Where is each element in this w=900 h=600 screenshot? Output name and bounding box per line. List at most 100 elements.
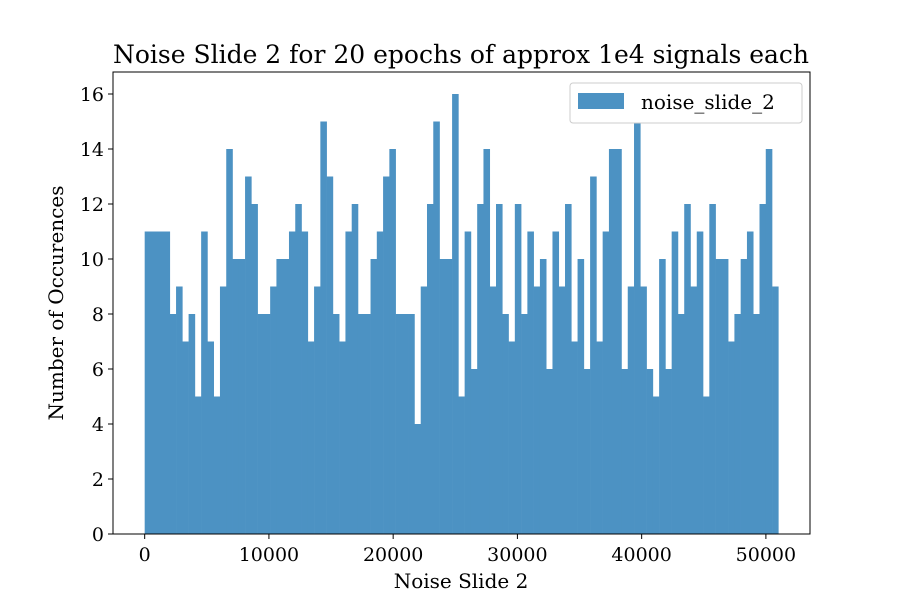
histogram-bar	[558, 286, 566, 534]
histogram-bar	[703, 396, 710, 534]
y-tick-label: 16	[80, 84, 104, 106]
x-tick-label: 30000	[487, 544, 547, 566]
histogram-bar	[251, 204, 258, 534]
legend-box	[569, 82, 803, 124]
histogram-bar	[665, 369, 672, 534]
histogram-bar	[295, 204, 302, 534]
histogram-bar	[652, 396, 660, 534]
y-tick-label: 10	[80, 249, 104, 271]
histogram-bar	[489, 286, 497, 534]
histogram-bar	[157, 231, 164, 534]
histogram-bar	[257, 314, 265, 534]
histogram-bar	[351, 204, 359, 534]
histogram-bar	[458, 396, 465, 534]
histogram-bar	[307, 341, 315, 534]
histogram-bar	[608, 149, 616, 534]
histogram-bar	[408, 314, 415, 534]
histogram-bar	[219, 286, 227, 534]
histogram-bar	[464, 231, 472, 534]
histogram-bar	[715, 259, 723, 534]
histogram-bar	[301, 231, 309, 534]
histogram-bar	[772, 286, 779, 534]
histogram-bar	[176, 286, 183, 534]
histogram-bar	[201, 231, 208, 534]
histogram-bar	[389, 149, 396, 534]
histogram-bar	[395, 314, 403, 534]
histogram-bar	[671, 231, 679, 534]
histogram-bar	[677, 314, 685, 534]
histogram-bar	[470, 369, 478, 534]
legend: noise_slide_2	[569, 82, 803, 124]
bars-group	[144, 94, 779, 534]
histogram-bar	[721, 259, 729, 534]
histogram-bar	[207, 341, 214, 534]
plot-frame	[112, 71, 811, 535]
histogram-bar	[238, 259, 246, 534]
histogram-bar	[433, 121, 440, 534]
histogram-bar	[596, 341, 603, 534]
y-tick-label: 4	[92, 414, 104, 436]
histogram-bar	[169, 314, 177, 534]
y-tick-label: 12	[80, 194, 104, 216]
y-tick-label: 0	[92, 524, 104, 546]
histogram-bar	[496, 204, 503, 534]
legend-label: noise_slide_2	[641, 90, 775, 114]
histogram-bar	[583, 369, 591, 534]
histogram-bar	[332, 314, 340, 534]
histogram-bar	[634, 121, 641, 534]
histogram-bar	[420, 286, 428, 534]
histogram-bar	[684, 204, 691, 534]
y-axis-label: Number of Occurences	[44, 186, 68, 421]
x-tick-label: 0	[139, 544, 151, 566]
histogram-bar	[746, 231, 754, 534]
histogram-bar	[245, 176, 252, 534]
histogram-bar	[182, 341, 189, 534]
y-tick-label: 6	[92, 359, 104, 381]
x-tick-label: 40000	[611, 544, 671, 566]
y-tick-label: 14	[80, 139, 104, 161]
histogram-bar	[759, 204, 767, 534]
histogram-bar	[339, 341, 346, 534]
histogram-bar	[577, 259, 585, 534]
histogram-bar	[288, 231, 296, 534]
histogram-bar	[370, 259, 378, 534]
histogram-bar	[514, 204, 522, 534]
histogram-bar	[740, 259, 748, 534]
histogram-bar	[590, 176, 597, 534]
histogram-bar	[439, 259, 447, 534]
x-axis-label: Noise Slide 2	[394, 569, 529, 593]
histogram-bar	[320, 121, 327, 534]
histogram-bar	[690, 286, 698, 534]
histogram-bar	[527, 231, 534, 534]
histogram-bar	[326, 176, 334, 534]
histogram-bar	[552, 231, 560, 534]
histogram-bar	[734, 314, 741, 534]
histogram-bar	[194, 396, 202, 534]
histogram-bar	[728, 341, 735, 534]
histogram-bar	[188, 314, 196, 534]
histogram-bar	[414, 424, 422, 534]
histogram-bar	[345, 231, 353, 534]
histogram-bar	[546, 369, 553, 534]
histogram-bar	[646, 369, 654, 534]
histogram-bar	[483, 149, 491, 534]
x-tick-label: 10000	[239, 544, 299, 566]
histogram-bar	[445, 259, 453, 534]
histogram-bar	[213, 396, 221, 534]
histogram-bar	[232, 259, 240, 534]
histogram-bar	[571, 341, 578, 534]
histogram-bar	[508, 341, 516, 534]
histogram-bar	[383, 176, 390, 534]
histogram-bar	[765, 149, 773, 534]
y-tick-label: 2	[92, 469, 104, 491]
histogram-bar	[426, 204, 434, 534]
histogram-bar	[539, 259, 547, 534]
histogram-bar	[602, 231, 610, 534]
histogram-bar	[376, 231, 384, 534]
histogram-bar	[150, 231, 158, 534]
x-tick-label: 20000	[363, 544, 423, 566]
histogram-bar	[226, 149, 233, 534]
histogram-bar	[521, 314, 528, 534]
histogram-bar	[144, 231, 152, 534]
